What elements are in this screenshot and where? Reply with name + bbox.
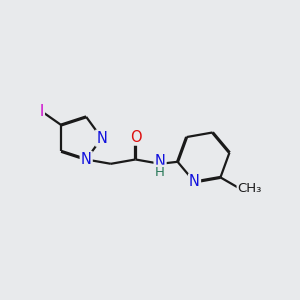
Text: H: H bbox=[155, 166, 165, 179]
Text: N: N bbox=[96, 131, 107, 146]
Text: CH₃: CH₃ bbox=[238, 182, 262, 195]
Text: O: O bbox=[130, 130, 141, 145]
Text: N: N bbox=[81, 152, 92, 167]
Text: I: I bbox=[40, 104, 44, 119]
Text: N: N bbox=[189, 175, 200, 190]
Text: N: N bbox=[154, 154, 166, 169]
